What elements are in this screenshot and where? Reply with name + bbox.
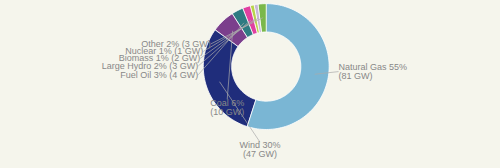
svg-text:Wind 30%(47 GW): Wind 30%(47 GW): [239, 140, 280, 159]
svg-text:Other 2% (3 GW): Other 2% (3 GW): [141, 39, 211, 49]
svg-text:Natural Gas 55%(81 GW): Natural Gas 55%(81 GW): [339, 62, 408, 81]
svg-text:Biomass 1% (2 GW): Biomass 1% (2 GW): [118, 53, 201, 64]
svg-text:Nuclear 1% (1 GW): Nuclear 1% (1 GW): [125, 46, 204, 57]
svg-text:Fuel Oil 3% (4 GW): Fuel Oil 3% (4 GW): [120, 70, 198, 80]
svg-text:Large Hydro 2% (3 GW): Large Hydro 2% (3 GW): [101, 60, 199, 71]
svg-text:Coal 6%(10 GW): Coal 6%(10 GW): [210, 98, 244, 117]
